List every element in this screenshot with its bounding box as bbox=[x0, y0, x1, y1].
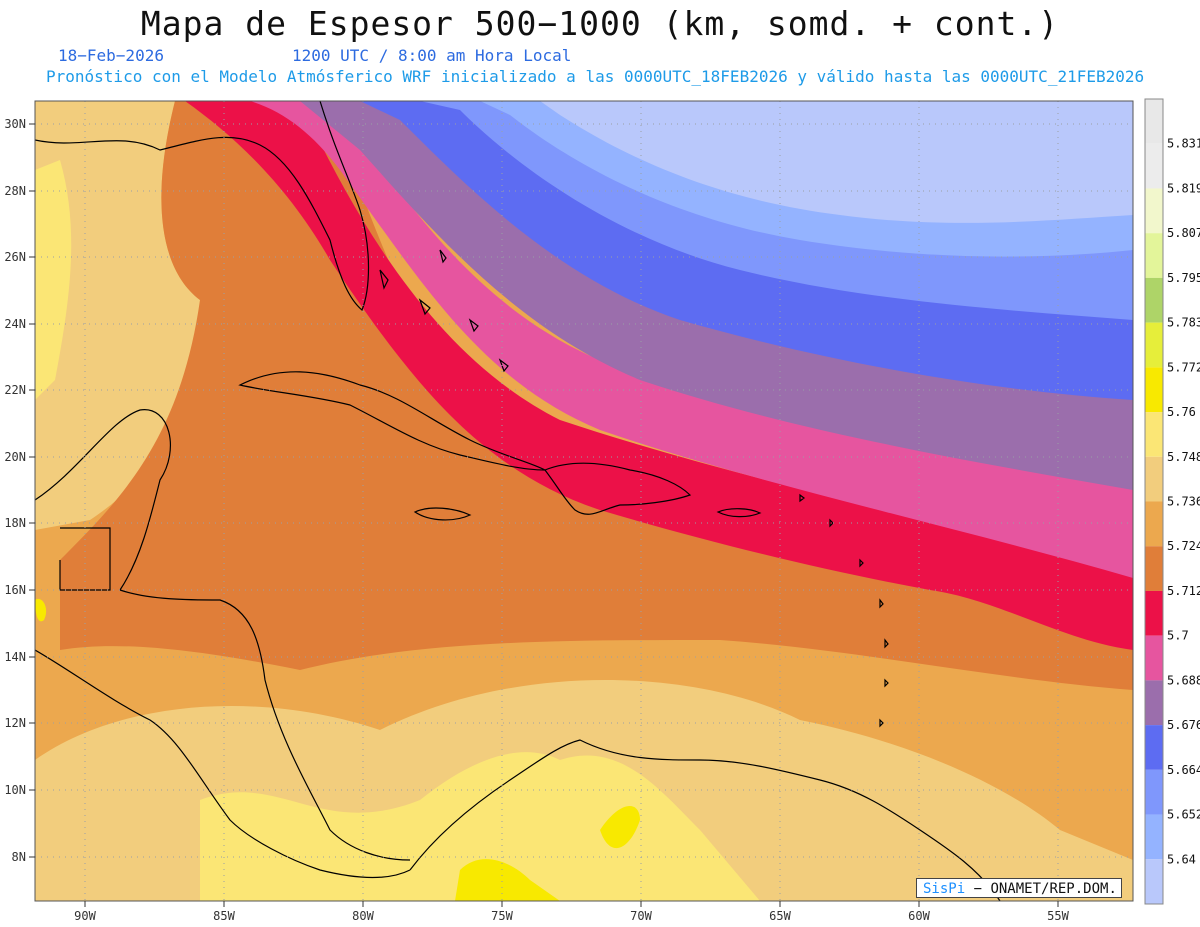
legend-label: 5.736 bbox=[1167, 495, 1200, 509]
legend-label: 5.831 bbox=[1167, 137, 1200, 151]
map-frame bbox=[34, 100, 1134, 902]
legend-swatch bbox=[1145, 412, 1163, 457]
lat-ticks bbox=[29, 123, 1059, 907]
credit-text: − ONAMET/REP.DOM. bbox=[973, 881, 1117, 897]
lon-label: 90W bbox=[74, 909, 96, 923]
forecast-time: 1200 UTC / 8:00 am Hora Local bbox=[292, 46, 572, 65]
legend-swatch bbox=[1145, 501, 1163, 547]
lat-label: 22N bbox=[4, 383, 26, 397]
legend-label: 5.795 bbox=[1167, 271, 1200, 285]
lon-labels: 90W 85W 80W 75W 70W 65W 60W 55W bbox=[74, 909, 1069, 923]
lat-label: 24N bbox=[4, 317, 26, 331]
legend-label: 5.652 bbox=[1167, 808, 1200, 822]
lon-label: 85W bbox=[213, 909, 235, 923]
legend-label: 5.7 bbox=[1167, 629, 1189, 643]
legend-swatch bbox=[1145, 635, 1163, 681]
legend-swatch bbox=[1145, 233, 1163, 278]
coastlines bbox=[35, 101, 1001, 901]
lat-label: 30N bbox=[4, 117, 26, 131]
legend-label: 5.807 bbox=[1167, 226, 1200, 240]
lat-label: 12N bbox=[4, 716, 26, 730]
lat-label: 26N bbox=[4, 250, 26, 264]
legend-swatch bbox=[1145, 99, 1163, 144]
legend-label: 5.712 bbox=[1167, 584, 1200, 598]
forecast-date: 18−Feb−2026 bbox=[58, 46, 164, 65]
legend-swatch bbox=[1145, 590, 1163, 636]
legend-label: 5.748 bbox=[1167, 450, 1200, 464]
lat-label: 8N bbox=[12, 850, 26, 864]
color-legend: 5.831 5.819 5.807 5.795 5.783 5.772 5.76 5.748 5… bbox=[1144, 98, 1200, 905]
legend-label: 5.664 bbox=[1167, 763, 1200, 777]
legend-swatch bbox=[1145, 859, 1163, 904]
legend-label: 5.772 bbox=[1167, 360, 1200, 374]
legend-swatch bbox=[1145, 814, 1163, 860]
lat-lon-grid bbox=[35, 101, 1133, 901]
lon-label: 55W bbox=[1047, 909, 1069, 923]
lat-labels: 30N 28N 26N 24N 22N 20N 18N 16N 14N 12N … bbox=[4, 117, 26, 864]
lon-label: 75W bbox=[491, 909, 513, 923]
lat-label: 18N bbox=[4, 516, 26, 530]
legend-label: 5.724 bbox=[1167, 539, 1200, 553]
legend-label: 5.76 bbox=[1167, 405, 1196, 419]
legend-label: 5.783 bbox=[1167, 316, 1200, 330]
lat-label: 16N bbox=[4, 583, 26, 597]
legend-swatch bbox=[1145, 680, 1163, 726]
legend-swatch bbox=[1145, 367, 1163, 413]
legend-label: 5.64 bbox=[1167, 852, 1196, 866]
legend-swatch bbox=[1145, 546, 1163, 591]
map-title: Mapa de Espesor 500−1000 (km, somd. + co… bbox=[140, 4, 1060, 43]
legend-frame bbox=[1144, 98, 1164, 905]
lon-label: 70W bbox=[630, 909, 652, 923]
sispi-logo: SisPi bbox=[923, 881, 966, 897]
legend-label: 5.676 bbox=[1167, 718, 1200, 732]
lon-label: 60W bbox=[908, 909, 930, 923]
lat-label: 28N bbox=[4, 184, 26, 198]
legend-swatch bbox=[1145, 277, 1163, 323]
legend-label: 5.819 bbox=[1167, 181, 1200, 195]
thickness-fields bbox=[35, 101, 1133, 901]
lat-label: 10N bbox=[4, 783, 26, 797]
lat-label: 14N bbox=[4, 650, 26, 664]
legend-swatch bbox=[1145, 725, 1163, 770]
legend-swatch bbox=[1145, 456, 1163, 502]
lon-label: 80W bbox=[352, 909, 374, 923]
legend-swatch bbox=[1145, 188, 1163, 234]
legend-label: 5.688 bbox=[1167, 673, 1200, 687]
legend-swatch bbox=[1145, 143, 1163, 189]
legend-swatch bbox=[1145, 769, 1163, 815]
lon-label: 65W bbox=[769, 909, 791, 923]
model-info: Pronóstico con el Modelo Atmósferico WRF… bbox=[46, 67, 1145, 86]
legend-swatch bbox=[1145, 322, 1163, 368]
credit-box: SisPi − ONAMET/REP.DOM. bbox=[916, 878, 1122, 898]
lat-label: 20N bbox=[4, 450, 26, 464]
